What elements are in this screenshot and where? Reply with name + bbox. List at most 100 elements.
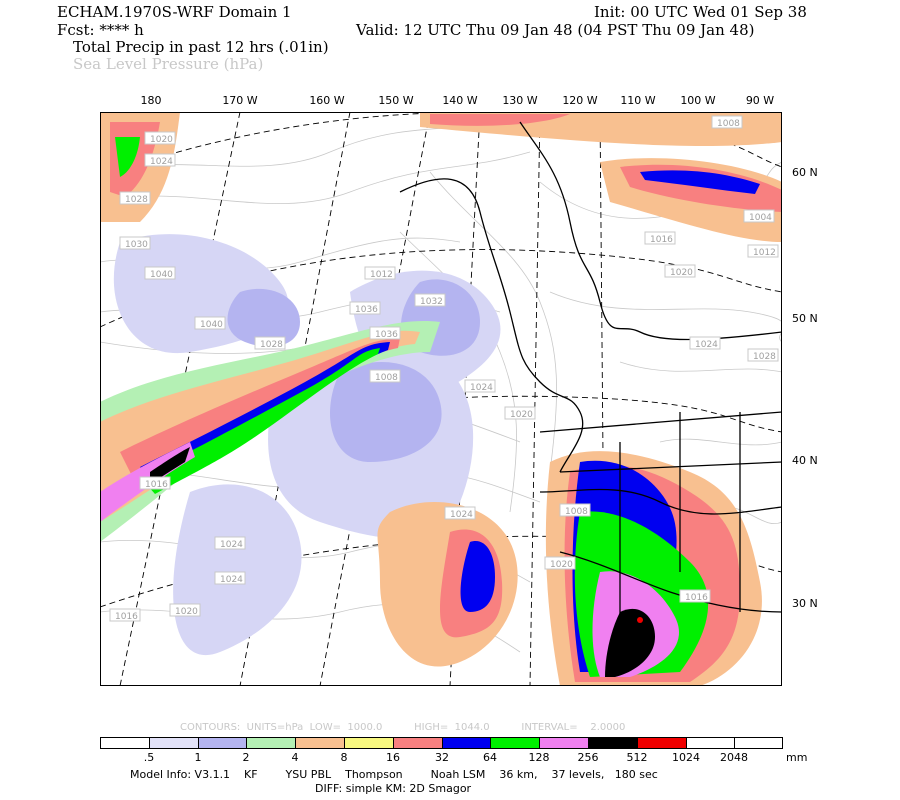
colorbar-tick: 256 bbox=[577, 751, 599, 764]
colorbar-tick: 16 bbox=[386, 751, 400, 764]
contours-info: CONTOURS: UNITS=hPa LOW= 1000.0 HIGH= 10… bbox=[180, 722, 626, 733]
lon-label-160w: 160 W bbox=[309, 94, 345, 107]
pressure-label: 1028 bbox=[254, 336, 286, 350]
pressure-label: 1012 bbox=[747, 244, 779, 258]
coastline bbox=[399, 121, 782, 672]
svg-text:1020: 1020 bbox=[670, 268, 693, 278]
colorbar-cell bbox=[734, 737, 784, 749]
california-storm bbox=[545, 451, 762, 686]
colorbar-tick: 2 bbox=[242, 751, 250, 764]
precip-colorbar bbox=[100, 737, 784, 749]
svg-text:1036: 1036 bbox=[375, 330, 398, 340]
pressure-label: 1024 bbox=[144, 153, 176, 167]
colorbar-cell bbox=[636, 737, 686, 749]
colorbar-cell bbox=[343, 737, 393, 749]
svg-text:1030: 1030 bbox=[125, 240, 148, 250]
colorbar-cell bbox=[100, 737, 149, 749]
pressure-label: 1024 bbox=[444, 506, 476, 520]
lon-label-150w: 150 W bbox=[378, 94, 414, 107]
pressure-label: 1024 bbox=[214, 571, 246, 585]
pressure-label: 1024 bbox=[689, 336, 721, 350]
map-frame bbox=[100, 112, 782, 686]
pressure-label: 1008 bbox=[711, 115, 743, 129]
svg-text:1012: 1012 bbox=[753, 248, 776, 258]
pressure-label: 1036 bbox=[349, 301, 381, 315]
svg-text:1024: 1024 bbox=[450, 510, 473, 520]
precip-pressure-map: 1020 1024 1028 1030 1040 1040 1036 1036 … bbox=[100, 112, 782, 686]
colorbar-cell bbox=[148, 737, 198, 749]
colorbar-cell bbox=[490, 737, 540, 749]
forecast-hour: Fcst: **** h bbox=[57, 21, 144, 39]
lon-label-130w: 130 W bbox=[502, 94, 538, 107]
svg-text:1008: 1008 bbox=[375, 373, 398, 383]
svg-text:1016: 1016 bbox=[145, 480, 168, 490]
lat-label-30n: 30 N bbox=[792, 597, 818, 610]
diff-info: DIFF: simple KM: 2D Smagor bbox=[315, 782, 472, 795]
pressure-label: 1016 bbox=[139, 476, 171, 490]
pressure-label: 1028 bbox=[119, 191, 151, 205]
colorbar-tick: 8 bbox=[340, 751, 348, 764]
svg-text:1040: 1040 bbox=[200, 320, 223, 330]
svg-text:1032: 1032 bbox=[420, 297, 443, 307]
svg-text:1020: 1020 bbox=[550, 560, 573, 570]
pressure-label: 1030 bbox=[119, 236, 151, 250]
pressure-label: 1012 bbox=[364, 266, 396, 280]
pressure-label: 1008 bbox=[559, 503, 591, 517]
colorbar-cell bbox=[441, 737, 491, 749]
svg-text:1020: 1020 bbox=[150, 135, 173, 145]
svg-text:1016: 1016 bbox=[650, 235, 673, 245]
offshore-blob bbox=[377, 502, 518, 667]
pressure-label: 1040 bbox=[194, 316, 226, 330]
frontal-band bbox=[100, 321, 440, 542]
field-precip-title: Total Precip in past 12 hrs (.01in) bbox=[73, 38, 329, 56]
lon-label-140w: 140 W bbox=[442, 94, 478, 107]
colorbar-tick: .5 bbox=[143, 751, 155, 764]
model-info: Model Info: V3.1.1 KF YSU PBL Thompson N… bbox=[130, 768, 658, 781]
colorbar-tick: 2048 bbox=[720, 751, 748, 764]
pressure-label: 1016 bbox=[644, 231, 676, 245]
lat-label-40n: 40 N bbox=[792, 454, 818, 467]
init-time: Init: 00 UTC Wed 01 Sep 38 bbox=[594, 3, 807, 21]
svg-text:1020: 1020 bbox=[510, 410, 533, 420]
svg-text:1024: 1024 bbox=[220, 575, 243, 585]
pressure-label: 1040 bbox=[144, 266, 176, 280]
pressure-label: 1020 bbox=[544, 556, 576, 570]
pressure-label: 1020 bbox=[504, 406, 536, 420]
svg-text:1028: 1028 bbox=[753, 352, 776, 362]
colorbar-tick: 512 bbox=[626, 751, 648, 764]
svg-text:1020: 1020 bbox=[175, 607, 198, 617]
svg-text:1028: 1028 bbox=[125, 195, 148, 205]
svg-text:1040: 1040 bbox=[150, 270, 173, 280]
svg-text:1036: 1036 bbox=[355, 305, 378, 315]
colorbar-cell bbox=[392, 737, 442, 749]
pressure-label: 1024 bbox=[214, 536, 246, 550]
colorbar-cell bbox=[685, 737, 735, 749]
lon-label-170w: 170 W bbox=[222, 94, 258, 107]
pressure-labels: 1020 1024 1028 1030 1040 1040 1036 1036 … bbox=[109, 115, 779, 622]
lon-label-120w: 120 W bbox=[562, 94, 598, 107]
lat-label-60n: 60 N bbox=[792, 166, 818, 179]
colorbar-units: mm bbox=[786, 751, 808, 764]
colorbar-tick: 32 bbox=[435, 751, 449, 764]
lon-label-90w: 90 W bbox=[745, 94, 775, 107]
svg-text:1008: 1008 bbox=[717, 119, 740, 129]
pressure-label: 1008 bbox=[369, 369, 401, 383]
pressure-label: 1028 bbox=[747, 348, 779, 362]
pressure-label: 1032 bbox=[414, 293, 446, 307]
model-title: ECHAM.1970S-WRF Domain 1 bbox=[57, 3, 292, 21]
colorbar-cell bbox=[587, 737, 637, 749]
colorbar-cell bbox=[246, 737, 296, 749]
pressure-label: 1016 bbox=[679, 589, 711, 603]
pressure-label: 1024 bbox=[464, 379, 496, 393]
colorbar-tick: 128 bbox=[528, 751, 550, 764]
pressure-label: 1020 bbox=[169, 603, 201, 617]
svg-text:1024: 1024 bbox=[150, 157, 173, 167]
svg-text:1016: 1016 bbox=[115, 612, 138, 622]
field-slp-title: Sea Level Pressure (hPa) bbox=[73, 55, 264, 73]
lat-label-50n: 50 N bbox=[792, 312, 818, 325]
svg-text:1008: 1008 bbox=[565, 507, 588, 517]
svg-text:1012: 1012 bbox=[370, 270, 393, 280]
svg-text:1004: 1004 bbox=[749, 213, 772, 223]
pressure-label: 1020 bbox=[664, 264, 696, 278]
pressure-label: 1016 bbox=[109, 608, 141, 622]
